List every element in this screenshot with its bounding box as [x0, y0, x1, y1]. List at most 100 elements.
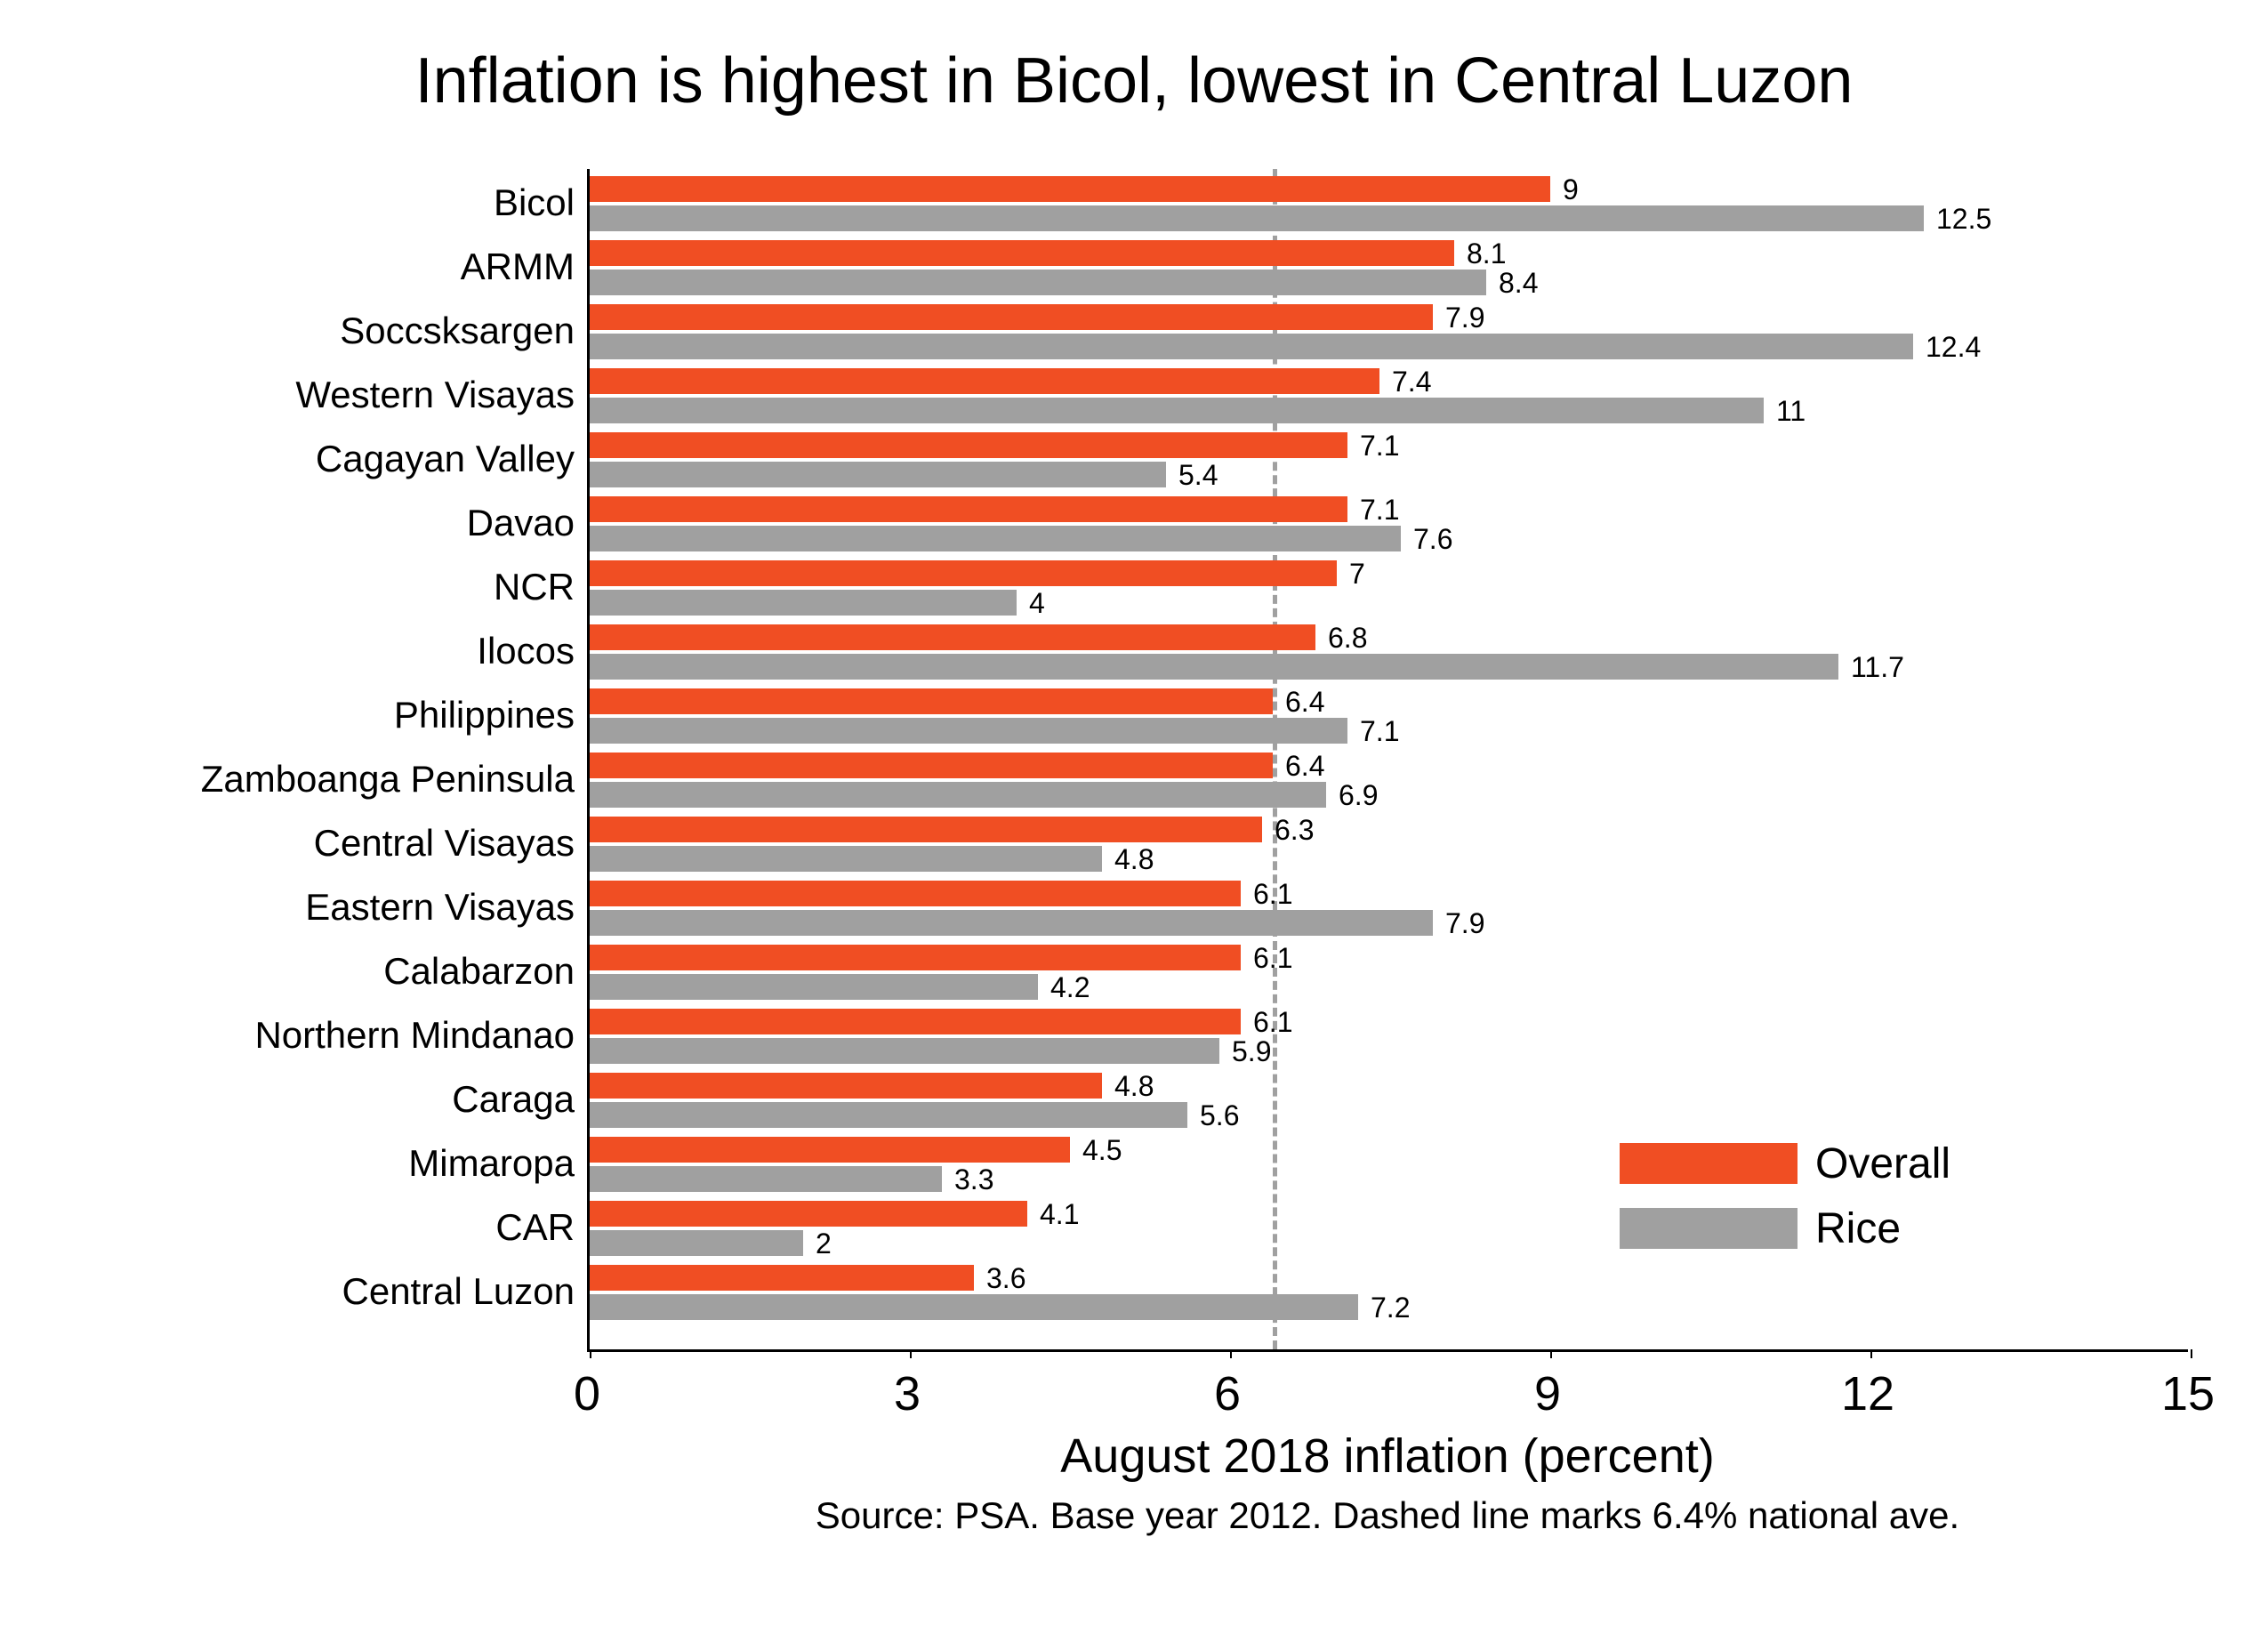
- bar-rice: [590, 205, 1924, 231]
- bar-label-rice: 6.9: [1339, 779, 1378, 812]
- bar-rice: [590, 462, 1166, 487]
- bar-rice: [590, 334, 1913, 359]
- x-tick-label: 9: [1534, 1366, 1561, 1421]
- bar-label-overall: 4.1: [1040, 1198, 1079, 1231]
- category-label: Ilocos: [477, 630, 575, 672]
- bar-label-overall: 7.9: [1445, 302, 1484, 334]
- bar-label-rice: 7.1: [1360, 715, 1399, 748]
- bar-label-rice: 2: [816, 1227, 832, 1260]
- bar-label-overall: 7.1: [1360, 430, 1399, 463]
- bar-rice: [590, 1038, 1219, 1064]
- bar-rice: [590, 526, 1401, 551]
- category-label: Soccsksargen: [340, 310, 575, 352]
- bar-overall: [590, 1201, 1027, 1227]
- bar-overall: [590, 1009, 1241, 1034]
- bar-rice: [590, 270, 1486, 295]
- bar-label-overall: 6.8: [1328, 622, 1367, 655]
- bar-label-overall: 4.8: [1114, 1070, 1154, 1103]
- category-label: Northern Mindanao: [254, 1014, 575, 1057]
- legend-label: Rice: [1815, 1204, 1901, 1253]
- bar-rice: [590, 974, 1038, 1000]
- x-tick: [2191, 1349, 2192, 1358]
- bar-label-overall: 7.1: [1360, 494, 1399, 527]
- bar-label-rice: 8.4: [1499, 267, 1538, 300]
- x-tick: [1230, 1349, 1232, 1358]
- category-label: Central Luzon: [342, 1270, 575, 1313]
- category-label: Calabarzon: [383, 950, 575, 993]
- bar-label-rice: 4.8: [1114, 843, 1154, 876]
- x-tick-label: 3: [894, 1366, 921, 1421]
- category-label: ARMM: [461, 245, 575, 288]
- bar-overall: [590, 560, 1337, 586]
- bar-rice: [590, 1294, 1358, 1320]
- source-note: Source: PSA. Base year 2012. Dashed line…: [587, 1494, 2188, 1537]
- bar-rice: [590, 718, 1347, 744]
- category-label: CAR: [495, 1206, 575, 1249]
- bar-rice: [590, 782, 1326, 808]
- bar-label-overall: 3.6: [986, 1262, 1025, 1295]
- bar-label-rice: 11: [1776, 395, 1806, 428]
- category-label: Western Visayas: [295, 374, 575, 416]
- bar-label-rice: 12.5: [1936, 203, 1991, 236]
- bar-label-rice: 7.2: [1371, 1292, 1410, 1324]
- bar-label-overall: 6.1: [1253, 1006, 1292, 1039]
- bar-label-rice: 5.6: [1200, 1099, 1239, 1132]
- bar-overall: [590, 753, 1273, 778]
- x-tick-label: 6: [1214, 1366, 1241, 1421]
- category-label: Central Visayas: [314, 822, 575, 865]
- bar-label-overall: 8.1: [1467, 237, 1506, 270]
- bar-rice: [590, 654, 1838, 680]
- x-tick-label: 12: [1841, 1366, 1894, 1421]
- category-label: Bicol: [494, 181, 575, 224]
- bar-overall: [590, 176, 1550, 202]
- bar-overall: [590, 624, 1315, 650]
- bar-rice: [590, 846, 1102, 872]
- x-tick-label: 0: [574, 1366, 600, 1421]
- x-axis-label: August 2018 inflation (percent): [587, 1429, 2188, 1484]
- bar-label-overall: 6.4: [1285, 686, 1324, 719]
- x-tick: [1870, 1349, 1872, 1358]
- category-label: Philippines: [394, 694, 575, 736]
- legend-row: Rice: [1620, 1204, 1950, 1253]
- bar-label-rice: 5.4: [1178, 459, 1218, 492]
- bar-label-rice: 4.2: [1050, 971, 1090, 1004]
- bar-rice: [590, 1230, 803, 1256]
- bar-overall: [590, 1265, 974, 1291]
- bar-overall: [590, 240, 1454, 266]
- category-label: NCR: [494, 566, 575, 608]
- bar-rice: [590, 1102, 1187, 1128]
- bar-label-rice: 5.9: [1232, 1035, 1271, 1068]
- x-tick: [910, 1349, 912, 1358]
- bar-overall: [590, 432, 1347, 458]
- x-tick: [590, 1349, 591, 1358]
- bar-overall: [590, 1073, 1102, 1099]
- bar-overall: [590, 496, 1347, 522]
- bar-label-overall: 6.1: [1253, 942, 1292, 975]
- bar-label-overall: 9: [1563, 173, 1579, 206]
- legend-swatch: [1620, 1208, 1798, 1249]
- bar-rice: [590, 1166, 942, 1192]
- legend-swatch: [1620, 1143, 1798, 1184]
- bar-overall: [590, 368, 1379, 394]
- bar-label-overall: 7: [1349, 558, 1365, 591]
- bar-label-rice: 7.6: [1413, 523, 1452, 556]
- bar-label-rice: 12.4: [1926, 331, 1981, 364]
- legend-row: Overall: [1620, 1139, 1950, 1188]
- chart-title: Inflation is highest in Bicol, lowest in…: [0, 44, 2268, 117]
- bar-label-rice: 7.9: [1445, 907, 1484, 940]
- bar-label-overall: 7.4: [1392, 366, 1431, 398]
- page: Inflation is highest in Bicol, lowest in…: [0, 0, 2268, 1650]
- bar-overall: [590, 304, 1433, 330]
- bar-rice: [590, 910, 1433, 936]
- bar-label-overall: 6.3: [1275, 814, 1314, 847]
- bar-rice: [590, 590, 1017, 616]
- bar-label-rice: 3.3: [954, 1163, 993, 1196]
- bar-label-overall: 6.4: [1285, 750, 1324, 783]
- category-label: Zamboanga Peninsula: [201, 758, 575, 801]
- category-label: Caraga: [452, 1078, 575, 1121]
- bar-overall: [590, 881, 1241, 906]
- legend: Overall Rice: [1620, 1139, 1950, 1253]
- category-label: Eastern Visayas: [305, 886, 575, 929]
- bar-label-rice: 11.7: [1851, 651, 1904, 684]
- bar-overall: [590, 945, 1241, 970]
